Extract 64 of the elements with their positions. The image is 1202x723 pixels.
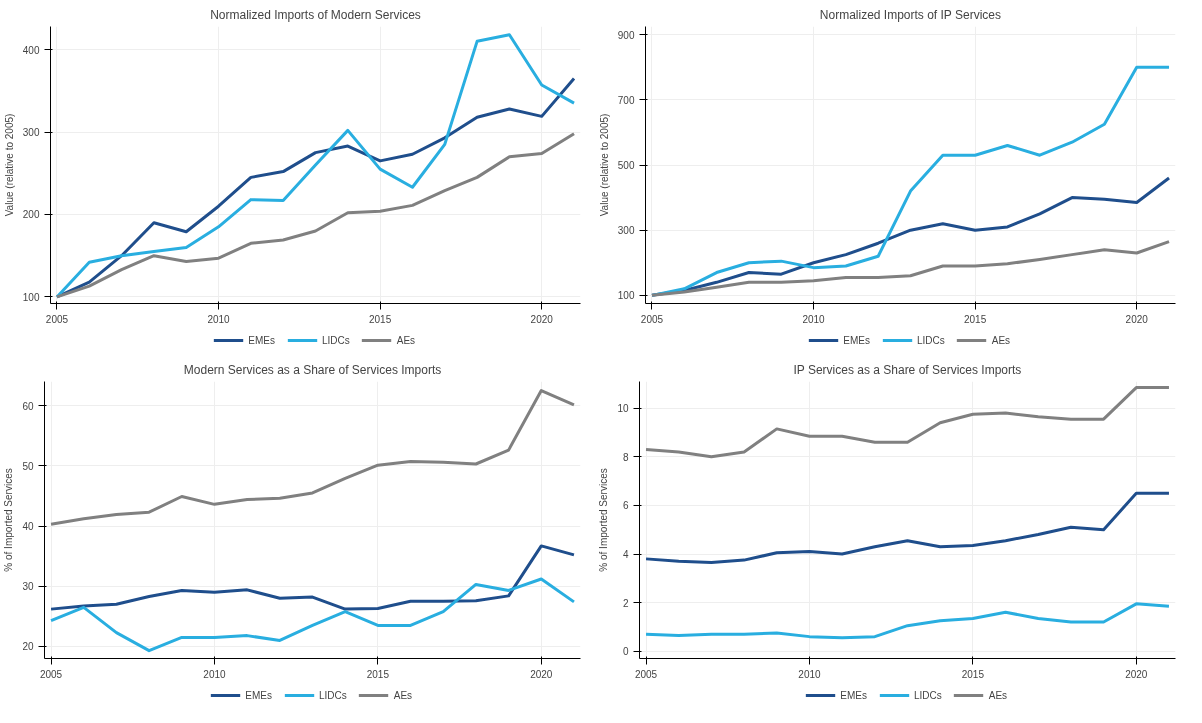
- y-axis-title: Value (relative to 2005): [3, 113, 15, 217]
- x-tick-label: 2005: [45, 313, 69, 325]
- chart-title: IP Services as a Share of Services Imports: [793, 362, 1022, 377]
- legend-label: AEs: [393, 689, 414, 701]
- legend-label: EMEs: [248, 334, 275, 346]
- y-tick-label: 6: [622, 500, 629, 512]
- y-tick-label: 700: [617, 94, 635, 106]
- legend-label: EMEs: [840, 689, 867, 701]
- legend-label: EMEs: [245, 689, 272, 701]
- legend-label: LIDCs: [321, 334, 350, 346]
- y-tick-label: 8: [622, 451, 629, 463]
- legend-label: AEs: [991, 334, 1012, 346]
- y-tick-label: 100: [22, 291, 40, 303]
- x-tick-label: 2010: [203, 668, 227, 680]
- y-tick-label: 40: [22, 521, 34, 533]
- y-tick-label: 2: [622, 597, 629, 609]
- y-tick-label: 60: [22, 400, 34, 412]
- line-series: [49, 389, 576, 526]
- y-tick-label: 4: [622, 549, 629, 561]
- x-tick-label: 2015: [369, 313, 392, 325]
- line-series: [644, 602, 1171, 640]
- y-tick-label: 30: [22, 581, 34, 593]
- legend-label: LIDCs: [913, 689, 942, 701]
- legend-label: LIDCs: [318, 689, 347, 701]
- x-tick-label: 2010: [802, 313, 826, 325]
- chart-title: Normalized Imports of Modern Services: [210, 7, 421, 22]
- x-tick-label: 2015: [964, 313, 987, 325]
- x-tick-label: 2010: [207, 313, 231, 325]
- line-series: [49, 577, 576, 653]
- x-tick-label: 2020: [530, 668, 553, 680]
- line-series: [650, 240, 1171, 297]
- y-tick-label: 0: [622, 646, 629, 658]
- y-tick-label: 20: [22, 641, 34, 653]
- y-tick-label: 300: [617, 225, 635, 237]
- y-axis-title: % of Imported Services: [3, 468, 15, 572]
- legend-label: AEs: [396, 334, 417, 346]
- y-tick-label: 50: [22, 460, 34, 472]
- x-tick-label: 2005: [634, 668, 658, 680]
- line-series: [644, 491, 1171, 565]
- y-tick-label: 10: [617, 403, 629, 415]
- line-series: [55, 132, 576, 299]
- x-tick-label: 2005: [39, 668, 63, 680]
- legend-label: LIDCs: [916, 334, 945, 346]
- x-tick-label: 2015: [961, 668, 985, 680]
- legend-label: EMEs: [843, 334, 870, 346]
- x-tick-label: 2015: [366, 668, 390, 680]
- y-tick-label: 500: [617, 160, 635, 171]
- y-tick-label: 200: [22, 209, 40, 221]
- x-tick-label: 2010: [798, 668, 822, 680]
- y-tick-label: 900: [617, 29, 635, 41]
- line-series: [49, 544, 576, 611]
- y-tick-label: 300: [22, 127, 40, 139]
- chart-title: Modern Services as a Share of Services Imports: [183, 362, 442, 377]
- y-tick-label: 400: [22, 44, 40, 56]
- line-series: [644, 386, 1171, 459]
- chart-title: Normalized Imports of IP Services: [819, 7, 1001, 22]
- legend-label: AEs: [988, 689, 1009, 701]
- x-tick-label: 2020: [1125, 313, 1149, 325]
- x-tick-label: 2020: [530, 313, 554, 325]
- y-tick-label: 100: [617, 290, 635, 302]
- x-tick-label: 2005: [640, 313, 664, 325]
- y-axis-title: % of Imported Services: [598, 468, 610, 572]
- x-tick-label: 2020: [1125, 668, 1148, 680]
- y-axis-title: Value (relative to 2005): [598, 113, 610, 217]
